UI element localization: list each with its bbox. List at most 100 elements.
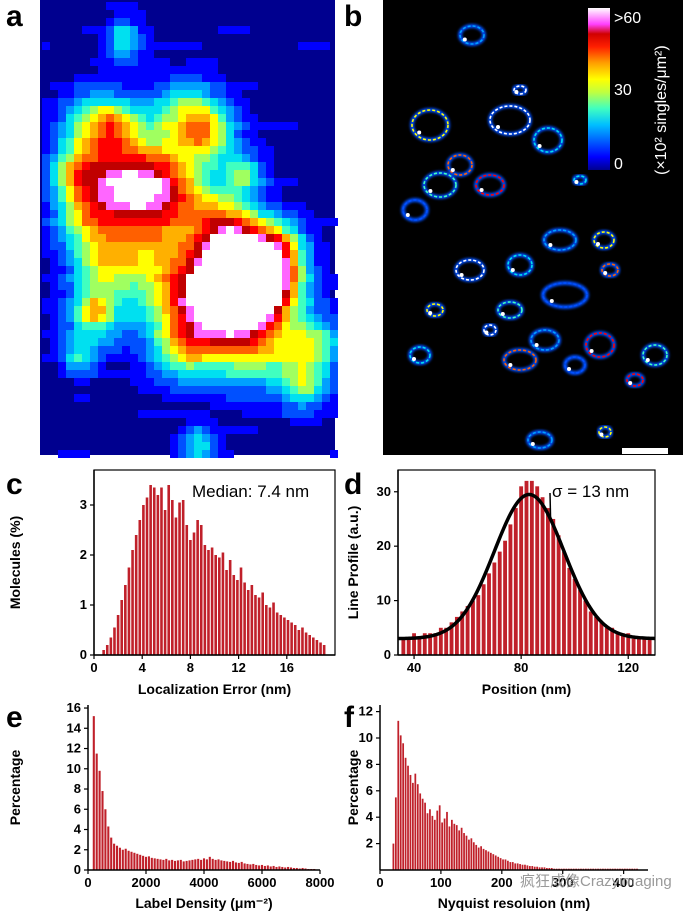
histogram-bar [540,497,545,655]
histogram-bar [475,844,478,870]
histogram-bar [188,860,191,870]
heatmap-pixel [98,282,106,290]
y-tick-label: 1 [80,597,87,612]
heatmap-pixel [114,242,122,250]
heatmap-pixel [194,306,202,314]
heatmap-pixel [90,338,98,346]
heatmap-pixel [210,210,218,218]
ring-structure-highlight [423,172,457,198]
x-tick-label: 0 [376,875,383,890]
heatmap-pixel [82,306,90,314]
y-tick-label: 16 [67,700,81,715]
heatmap-pixel [98,274,106,282]
heatmap-pixel [314,242,322,250]
heatmap-pixel [130,378,138,386]
heatmap-pixel [42,138,50,146]
heatmap-pixel [298,378,306,386]
heatmap-pixel [266,194,274,202]
heatmap-pixel [146,346,154,354]
y-tick-label: 0 [384,647,391,662]
heatmap-pixel [234,202,242,210]
heatmap-pixel [138,122,146,130]
heatmap-pixel [226,298,234,306]
heatmap-pixel [186,210,194,218]
heatmap-pixel [146,410,154,418]
ring-hotspot [567,367,571,371]
heatmap-pixel [202,186,210,194]
heatmap-pixel [266,338,274,346]
heatmap-pixel [122,282,130,290]
heatmap-pixel [66,162,74,170]
heatmap-pixel [298,346,306,354]
histogram-bar [519,486,524,655]
heatmap-pixel [170,162,178,170]
ring-hotspot [508,363,513,367]
heatmap-pixel [258,386,266,394]
histogram-bar [482,848,485,870]
heatmap-pixel [146,218,154,226]
heatmap-pixel [242,250,250,258]
heatmap-pixel [226,210,234,218]
heatmap-pixel [226,362,234,370]
heatmap-pixel [266,394,274,402]
heatmap-pixel [242,130,250,138]
heatmap-pixel [74,130,82,138]
heatmap-pixel [98,242,106,250]
heatmap-pixel [162,314,170,322]
heatmap-pixel [282,234,290,242]
heatmap-pixel [218,282,226,290]
heatmap-pixel [130,50,138,58]
ring-hotspot [549,299,554,303]
heatmap-pixel [114,234,122,242]
heatmap-pixel [122,130,130,138]
heatmap-pixel [58,274,66,282]
histogram-bar [159,859,162,870]
heatmap-pixel [170,42,178,50]
panel-f-letter: f [344,701,355,734]
heatmap-pixel [322,394,330,402]
heatmap-pixel [330,402,338,410]
heatmap-pixel [122,370,130,378]
heatmap-pixel [90,26,98,34]
heatmap-pixel [154,210,162,218]
heatmap-pixel [298,266,306,274]
histogram-bar [147,856,150,870]
heatmap-pixel [82,298,90,306]
heatmap-pixel [66,194,74,202]
heatmap-pixel [194,394,202,402]
heatmap-pixel [146,170,154,178]
heatmap-pixel [74,290,82,298]
heatmap-pixel [98,298,106,306]
histogram-bar [207,550,210,655]
heatmap-pixel [234,306,242,314]
heatmap-pixel [130,282,138,290]
heatmap-pixel [194,194,202,202]
heatmap-pixel [82,218,90,226]
heatmap-pixel [170,130,178,138]
colorbar [588,8,610,170]
heatmap-pixel [194,410,202,418]
heatmap-pixel [98,322,106,330]
y-tick-label: 6 [366,783,373,798]
heatmap-pixel [154,202,162,210]
heatmap-pixel [50,338,58,346]
heatmap-pixel [274,306,282,314]
heatmap-pixel [146,130,154,138]
heatmap-pixel [162,242,170,250]
heatmap-pixel [106,186,114,194]
heatmap-pixel [298,282,306,290]
heatmap-pixel [178,330,186,338]
heatmap-pixel [74,450,82,458]
heatmap-pixel [42,42,50,50]
heatmap-pixel [50,218,58,226]
heatmap-pixel [322,378,330,386]
heatmap-pixel [194,106,202,114]
heatmap-pixel [66,170,74,178]
heatmap-pixel [202,378,210,386]
histogram-bar [257,597,261,655]
heatmap-pixel [250,386,258,394]
heatmap-pixel [178,242,186,250]
heatmap-pixel [210,82,218,90]
heatmap-pixel [250,314,258,322]
heatmap-pixel [66,234,74,242]
